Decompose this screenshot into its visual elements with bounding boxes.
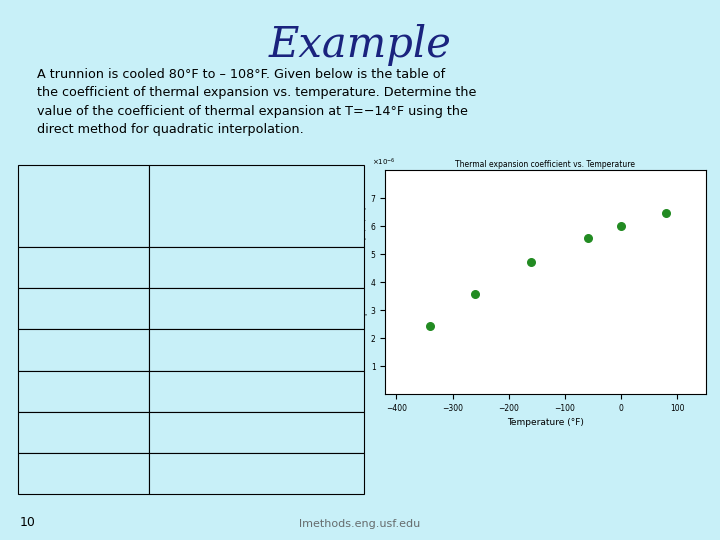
Point: [660, 208, 672, 217]
Text: 4.72 × 10⁻⁶: 4.72 × 10⁻⁶: [222, 384, 291, 397]
Text: 6.00 × 10⁻⁶: 6.00 × 10⁻⁶: [222, 302, 291, 315]
Text: Example: Example: [269, 24, 451, 66]
X-axis label: Temperature (°F): Temperature (°F): [507, 418, 584, 428]
Text: 10: 10: [20, 516, 36, 529]
Point: [526, 258, 537, 266]
Point: [582, 234, 593, 242]
Text: −260: −260: [68, 426, 100, 439]
Y-axis label: Thermal expansion coefficient (in/in/°F): Thermal expansion coefficient (in/in/°F): [359, 206, 368, 358]
Text: Temperature
(°F): Temperature (°F): [46, 192, 121, 220]
Point: [616, 222, 627, 231]
Title: Thermal expansion coefficient vs. Temperature: Thermal expansion coefficient vs. Temper…: [456, 160, 636, 170]
Point: [469, 289, 481, 298]
Point: [424, 321, 436, 330]
Text: 3.58 × 10⁻⁶: 3.58 × 10⁻⁶: [222, 426, 291, 439]
Text: 5.58 × 10⁻⁶: 5.58 × 10⁻⁶: [222, 343, 291, 356]
Text: lmethods.eng.usf.edu: lmethods.eng.usf.edu: [300, 519, 420, 529]
Text: 0: 0: [80, 302, 87, 315]
Text: 6.47 × 10⁻⁶: 6.47 × 10⁻⁶: [222, 261, 291, 274]
Text: A trunnion is cooled 80°F to – 108°F. Given below is the table of
  the coeffici: A trunnion is cooled 80°F to – 108°F. Gi…: [29, 68, 476, 136]
Text: −340: −340: [68, 467, 100, 480]
Text: Thermal Expansion
Coefficient (in/in/°F): Thermal Expansion Coefficient (in/in/°F): [197, 192, 316, 220]
Text: 2.45 × 10⁻⁶: 2.45 × 10⁻⁶: [222, 467, 291, 480]
Text: 80: 80: [76, 261, 91, 274]
Text: $\times 10^{-6}$: $\times 10^{-6}$: [372, 157, 396, 168]
Text: −160: −160: [68, 384, 100, 397]
Text: −60: −60: [71, 343, 96, 356]
